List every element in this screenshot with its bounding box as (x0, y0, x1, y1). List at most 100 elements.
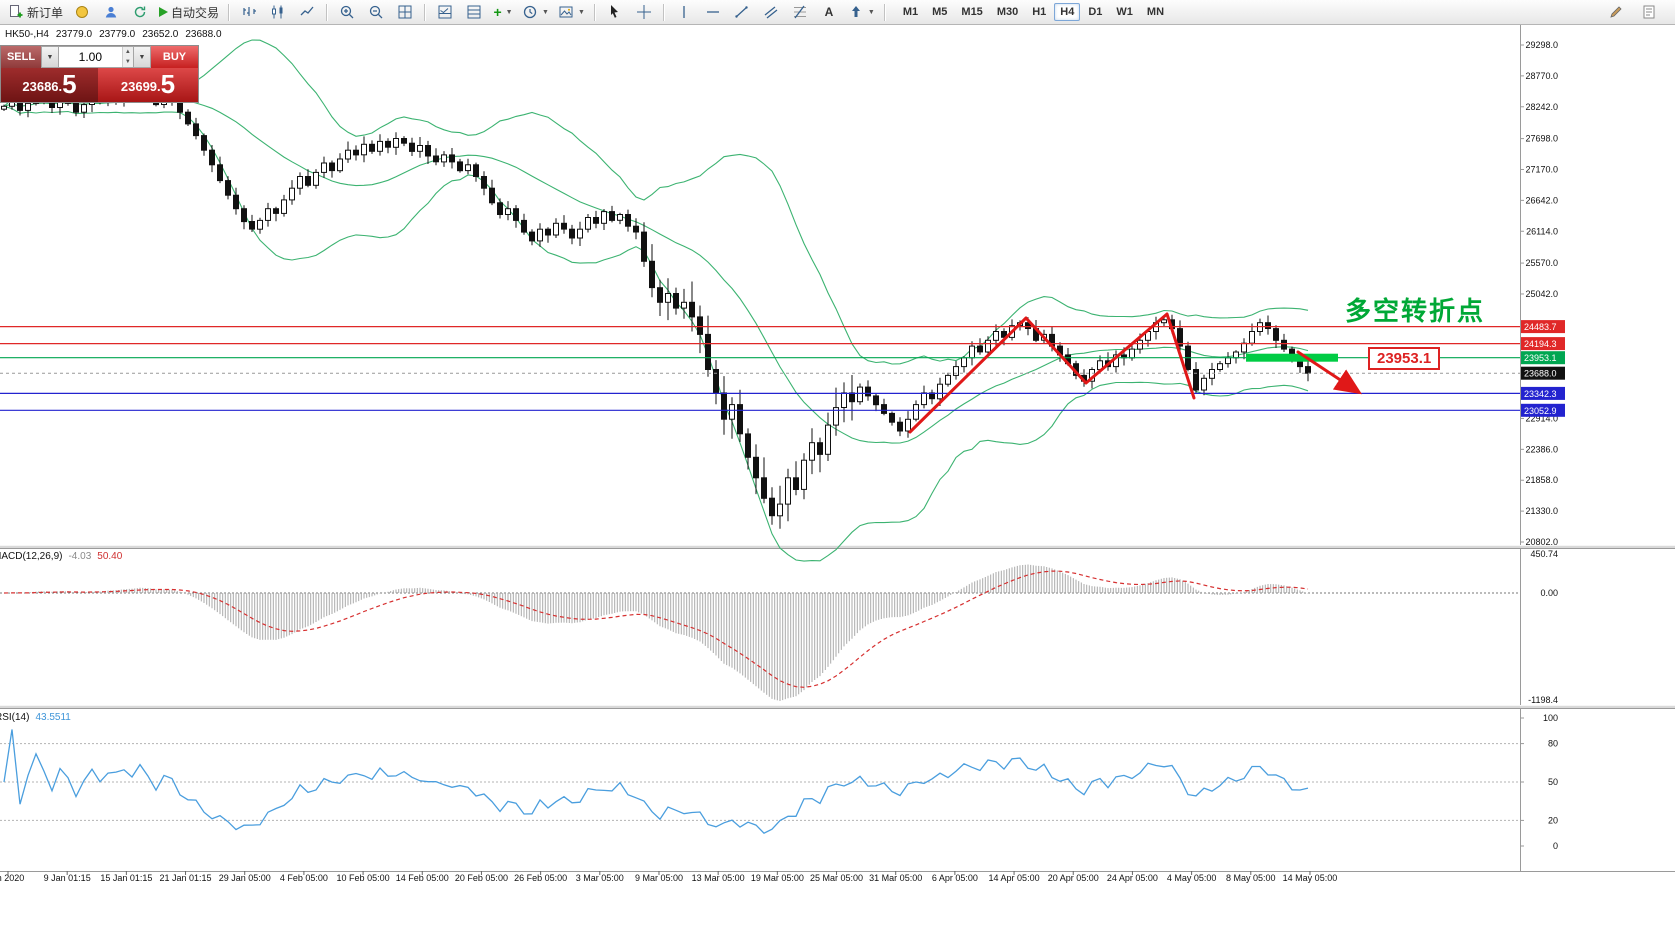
ohlc-high: 23779.0 (99, 29, 136, 40)
text-button[interactable]: A (815, 1, 843, 24)
svg-text:25570.0: 25570.0 (1525, 258, 1558, 268)
svg-text:0.00: 0.00 (1540, 588, 1558, 598)
add-indicator-button[interactable]: + ▼ (489, 1, 517, 24)
vertical-line-icon (676, 4, 692, 20)
cursor-button[interactable] (601, 1, 629, 24)
candlestick-icon (270, 4, 286, 20)
indicator-window-button[interactable] (431, 1, 459, 24)
svg-text:6 Apr 05:00: 6 Apr 05:00 (932, 873, 978, 883)
toolbar-separator (228, 3, 231, 21)
support-price-label[interactable]: 23953.1 (1368, 347, 1441, 370)
zoom-out-button[interactable] (362, 1, 390, 24)
timeframe-button-mn[interactable]: MN (1146, 6, 1165, 18)
fibonacci-icon (792, 4, 808, 20)
zoom-in-button[interactable] (333, 1, 361, 24)
sell-button[interactable]: SELL (1, 46, 41, 68)
toolbar-separator (424, 3, 427, 21)
timeframe-button-m15[interactable]: M15 (961, 6, 983, 18)
arrows-button[interactable]: ▼ (844, 1, 879, 24)
channel-button[interactable] (757, 1, 785, 24)
data-window-button[interactable] (460, 1, 488, 24)
turning-point-annotation[interactable]: 多空转折点 (1345, 296, 1486, 326)
ohlc-open: 23779.0 (55, 29, 93, 40)
trend-line-button[interactable] (728, 1, 756, 24)
toolbar-separator (593, 3, 596, 21)
step-up-icon[interactable]: ▲ (122, 47, 133, 57)
profile-icon (103, 4, 119, 20)
toolbar-separator (326, 3, 329, 21)
svg-text:14 Feb 05:00: 14 Feb 05:00 (396, 873, 449, 883)
buy-button[interactable]: BUY (151, 46, 198, 68)
horizontal-line-button[interactable] (699, 1, 727, 24)
periods-button[interactable]: ▼ (518, 1, 553, 24)
volume-input[interactable] (59, 47, 122, 67)
svg-text:8 May 05:00: 8 May 05:00 (1226, 873, 1276, 883)
svg-text:13 Mar 05:00: 13 Mar 05:00 (692, 873, 745, 883)
fibonacci-button[interactable] (786, 1, 814, 24)
timeframe-button-m1[interactable]: M1 (902, 6, 919, 18)
bar-chart-button[interactable] (235, 1, 263, 24)
time-axis[interactable]: an 2020 9 Jan 01:15 15 Jan 01:15 21 Jan 01:… (0, 871, 1337, 883)
timeframe-button-d1[interactable]: D1 (1088, 6, 1103, 18)
rsi-value: 43.5511 (35, 712, 71, 723)
autotrading-button[interactable]: 自动交易 (155, 1, 223, 24)
price-axis[interactable]: 29298.0 28770.0 28242.0 27698.0 27170.0 26642… (1520, 40, 1565, 547)
candlestick-chart-button[interactable] (264, 1, 292, 24)
chevron-down-icon: ▼ (138, 53, 146, 61)
svg-text:0: 0 (1553, 841, 1558, 851)
svg-text:50: 50 (1548, 777, 1558, 787)
svg-text:27698.0: 27698.0 (1525, 134, 1558, 144)
vertical-line-button[interactable] (670, 1, 698, 24)
account-button[interactable] (68, 1, 96, 24)
refresh-icon (132, 4, 148, 20)
ask-price: 23699. (120, 79, 161, 94)
trend-arrow[interactable] (1296, 350, 1363, 395)
timeframe-button-m30[interactable]: M30 (996, 6, 1019, 18)
tile-windows-icon (397, 4, 413, 20)
volume-dropdown[interactable]: ▼ (133, 46, 151, 68)
channel-icon (763, 4, 779, 20)
add-indicator-icon: + (493, 4, 502, 20)
autotrading-label: 自动交易 (171, 5, 220, 20)
trend-zigzag[interactable] (908, 312, 1196, 434)
templates-button[interactable]: ▼ (554, 1, 589, 24)
svg-text:22386.0: 22386.0 (1525, 444, 1558, 454)
crosshair-button[interactable] (630, 1, 658, 24)
clock-icon (522, 4, 538, 20)
rsi-indicator-label: RSI(14) 43.5511 (0, 712, 71, 723)
zoom-out-icon (368, 4, 384, 20)
bid-price: 23686. (22, 79, 63, 94)
refresh-button[interactable] (126, 1, 154, 24)
toolbar-separator (883, 3, 886, 21)
chevron-down-icon: ▼ (867, 8, 875, 16)
svg-text:100: 100 (1543, 713, 1558, 723)
svg-text:21 Jan 01:15: 21 Jan 01:15 (160, 873, 212, 883)
volume-stepper[interactable]: ▲ ▼ (121, 47, 133, 67)
timeframe-button-w1[interactable]: W1 (1116, 6, 1133, 18)
list-button[interactable] (1635, 1, 1663, 24)
zoom-in-icon (339, 4, 355, 20)
line-chart-button[interactable] (293, 1, 321, 24)
timeframe-button-h4[interactable]: H4 (1054, 3, 1081, 21)
bid-price-button[interactable]: 23686. 5 (1, 68, 98, 102)
svg-text:15 Jan 01:15: 15 Jan 01:15 (100, 873, 152, 883)
macd-name: MACD(12,26,9) (0, 551, 63, 562)
profile-button[interactable] (97, 1, 125, 24)
svg-text:14 May 05:00: 14 May 05:00 (1283, 873, 1338, 883)
ask-price-button[interactable]: 23699. 5 (98, 68, 198, 102)
symbol-ohlc-info: HK50-,H4 23779.0 23779.0 23652.0 23688.0 (5, 29, 222, 40)
step-down-icon[interactable]: ▼ (122, 57, 133, 67)
candles (1, 79, 1311, 529)
tile-windows-button[interactable] (391, 1, 419, 24)
horizontal-lines[interactable] (0, 326, 1520, 411)
toolbar-right-group (1602, 1, 1671, 24)
timeframe-button-h1[interactable]: H1 (1032, 6, 1047, 18)
support-zone-bar[interactable] (1246, 353, 1338, 362)
order-type-dropdown[interactable]: ▼ (41, 46, 59, 68)
new-order-button[interactable]: 新订单 (4, 1, 67, 24)
timeframe-button-m5[interactable]: M5 (932, 6, 948, 18)
edit-button[interactable] (1602, 1, 1630, 24)
macd-signal-value: 50.40 (97, 551, 123, 562)
svg-text:31 Mar 05:00: 31 Mar 05:00 (869, 873, 922, 883)
